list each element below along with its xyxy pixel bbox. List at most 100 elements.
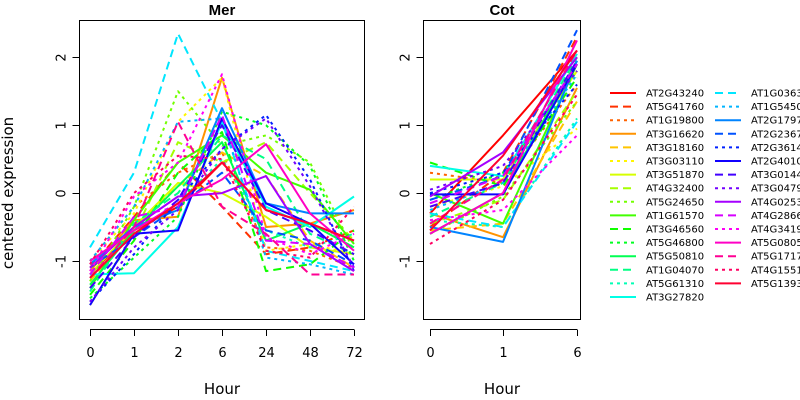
series-line-mer-at5g24650 [89, 90, 355, 282]
series-line-mer-at5g0805 [89, 143, 355, 262]
x-axis-label-cot: Hour [484, 380, 521, 398]
y-tick-label-mer: 0 [55, 189, 70, 197]
x-tick-label-cot: 0 [426, 346, 434, 361]
legend-item: AT2G43240 [610, 89, 704, 100]
series-line-mer-at3g03110 [89, 76, 355, 262]
legend-item: AT4G32400 [610, 184, 704, 195]
x-axis-cot: 0 1 6 [426, 329, 582, 361]
legend-item: AT4G1551 [715, 265, 800, 276]
legend-item: AT3G16620 [610, 129, 704, 140]
y-tick-label-mer: 1 [55, 121, 70, 129]
legend-label: AT3G18160 [646, 143, 704, 154]
series-line-cot-at2g1797 [429, 60, 578, 243]
legend-item: AT3G18160 [610, 143, 704, 154]
legend-item: AT5G0805 [715, 238, 800, 249]
x-tick-label-mer: 0 [86, 346, 94, 361]
legend: AT2G43240 AT5G41760 AT1G19800 AT3G16620 AT3G… [610, 89, 800, 304]
series-line-mer-at5g61310 [89, 158, 355, 279]
legend-label: AT1G04070 [646, 265, 704, 276]
series-line-cot-at3g0144 [429, 60, 578, 208]
legend-item: AT5G24650 [610, 197, 704, 208]
legend-label: AT3G0144 [751, 170, 800, 181]
panel-cot: Cot 0 1 6 -1 0 1 2 Hour [399, 2, 582, 398]
legend-label: AT5G41760 [646, 102, 704, 113]
x-tick-label-cot: 1 [499, 346, 507, 361]
y-tick-label-cot: 1 [399, 121, 414, 129]
y-tick-label-cot: -1 [399, 255, 414, 268]
legend-item: AT3G0144 [715, 170, 800, 181]
series-layer-cot [429, 29, 578, 245]
series-line-mer-at4g2866 [89, 114, 355, 276]
series-line-cot-at5g1393 [429, 49, 578, 232]
series-line-mer-at2g3614 [89, 114, 355, 303]
legend-label: AT4G0253 [751, 197, 800, 208]
series-line-mer-at3g0144 [89, 124, 355, 289]
series-layer-mer [89, 32, 355, 306]
legend-item: AT5G46800 [610, 238, 704, 249]
series-line-mer-at4g3419 [89, 73, 355, 272]
legend-label: AT3G51870 [646, 170, 704, 181]
x-tick-label-mer: 72 [346, 346, 363, 361]
y-axis-label: centered expression [0, 117, 17, 269]
legend-label: AT3G03110 [646, 157, 704, 168]
series-line-cot-at2g4010 [430, 63, 578, 196]
legend-item: AT1G19800 [610, 116, 704, 127]
x-axis-label-mer: Hour [204, 380, 241, 398]
legend-item: AT5G41760 [610, 102, 704, 113]
legend-label: AT3G27820 [646, 293, 704, 304]
series-line-cot-at5g0805 [429, 39, 578, 235]
y-tick-label-mer: -1 [55, 255, 70, 268]
legend-label: AT3G46560 [646, 225, 704, 236]
y-tick-label-cot: 0 [399, 189, 414, 197]
legend-item: AT4G3419 [715, 225, 800, 236]
legend-label: AT1G61570 [646, 211, 704, 222]
series-line-mer-at5g1717 [89, 120, 354, 279]
legend-item: AT3G51870 [610, 170, 704, 181]
x-tick-label-cot: 6 [573, 346, 581, 361]
series-line-mer-at1g19800 [89, 151, 355, 269]
series-line-mer-at3g0479 [89, 117, 355, 303]
legend-label: AT4G1551 [751, 265, 800, 276]
legend-label: AT4G3419 [751, 225, 800, 236]
legend-label: AT5G46800 [646, 238, 704, 249]
y-tick-label-cot: 2 [399, 53, 414, 61]
legend-label: AT1G0363 [751, 89, 800, 100]
legend-item: AT2G3614 [715, 143, 800, 154]
series-line-cot-at1g5450 [429, 73, 578, 211]
x-tick-label-mer: 2 [174, 346, 182, 361]
legend-item: AT2G4010 [715, 157, 800, 168]
legend-item: AT4G0253 [715, 197, 800, 208]
legend-label: AT3G16620 [646, 129, 704, 140]
series-line-cot-at1g61570 [429, 63, 578, 225]
series-line-cot-at5g24650 [429, 100, 578, 235]
plot-frame-cot [423, 20, 581, 320]
x-tick-label-mer: 24 [258, 346, 275, 361]
plot-frame-mer [79, 20, 365, 320]
legend-item: AT5G61310 [610, 279, 704, 290]
legend-item: AT1G61570 [610, 211, 704, 222]
legend-label: AT3G0479 [751, 184, 800, 195]
legend-label: AT5G61310 [646, 279, 704, 290]
legend-label: AT5G0805 [751, 238, 800, 249]
legend-label: AT1G19800 [646, 116, 704, 127]
y-tick-label-mer: 2 [55, 53, 70, 61]
panel-title-mer: Mer [209, 2, 236, 19]
series-line-cot-at2g2367 [429, 29, 578, 201]
series-line-mer-at3g46560 [89, 131, 355, 296]
y-axis-cot: -1 0 1 2 [399, 53, 424, 268]
legend-item: AT3G46560 [610, 225, 704, 236]
legend-item: AT1G04070 [610, 265, 704, 276]
legend-item: AT5G50810 [610, 252, 704, 263]
legend-label: AT2G2367 [751, 129, 800, 140]
legend-item: AT1G0363 [715, 89, 800, 100]
legend-item: AT3G03110 [610, 157, 704, 168]
series-line-mer-at5g46800 [89, 110, 355, 300]
legend-label: AT5G50810 [646, 252, 704, 263]
series-line-cot-at5g1717 [429, 50, 578, 225]
x-tick-label-mer: 48 [302, 346, 319, 361]
legend-item: AT2G1797 [715, 116, 800, 127]
legend-label: AT2G3614 [751, 143, 800, 154]
series-line-cot-at1g0363 [429, 121, 578, 228]
legend-label: AT5G1393 [751, 279, 800, 290]
legend-label: AT5G1717 [751, 252, 800, 263]
